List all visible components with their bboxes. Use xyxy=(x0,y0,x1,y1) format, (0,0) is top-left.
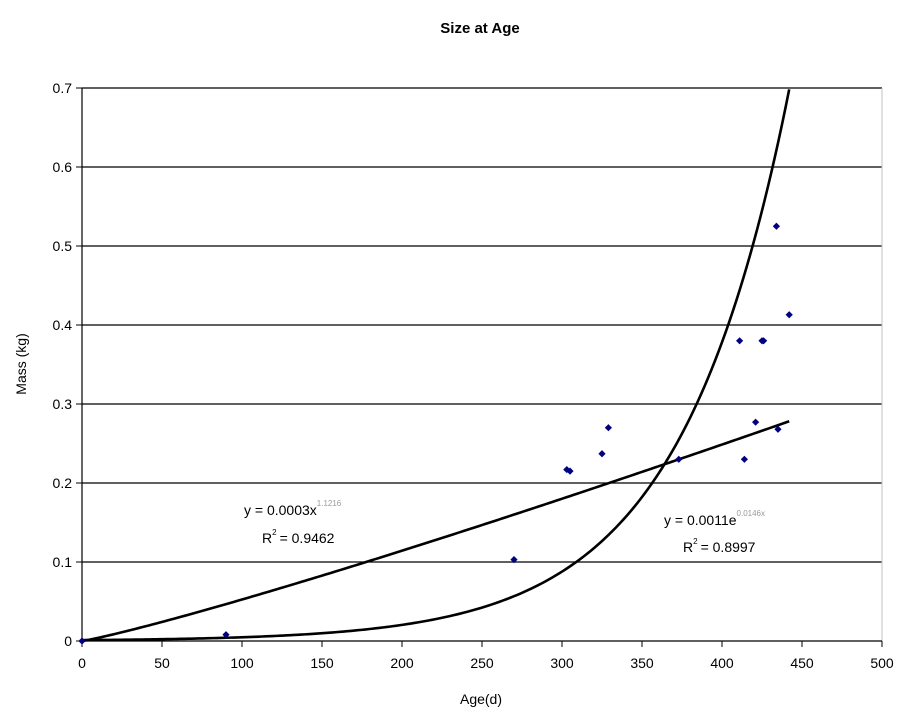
power-trendline-equation: y = 0.0003x1.1216 R2 = 0.9462 xyxy=(244,499,342,546)
y-tick-label-0.5: 0.5 xyxy=(53,238,73,254)
x-tick-label-500: 500 xyxy=(870,655,894,671)
y-tick-label-0.4: 0.4 xyxy=(53,317,73,333)
x-tick-label-50: 50 xyxy=(154,655,170,671)
x-tick-label-250: 250 xyxy=(470,655,494,671)
data-point-1 xyxy=(222,631,230,639)
power-equation-text: y = 0.0003x xyxy=(244,502,317,518)
data-point-3 xyxy=(563,465,571,474)
x-tick-label-0: 0 xyxy=(78,655,86,671)
exponential-r2-value: = 0.8997 xyxy=(701,539,756,555)
power-trendline xyxy=(81,420,790,643)
power-r2-value: = 0.9462 xyxy=(280,530,335,546)
svg-text:y = 0.0011e0.0146x: y = 0.0011e0.0146x xyxy=(664,509,765,528)
data-point-12 xyxy=(760,337,768,345)
x-tick-labels: 0 50 100 150 200 250 300 350 400 450 500 xyxy=(78,655,894,671)
y-tick-label-0: 0 xyxy=(64,633,72,649)
x-tick-label-100: 100 xyxy=(230,655,254,671)
trendlines xyxy=(81,89,791,643)
exponential-equation-text: y = 0.0011e xyxy=(664,512,737,528)
svg-text:y = 0.0003x1.1216: y = 0.0003x1.1216 xyxy=(244,499,342,518)
exponential-equation-exponent: 0.0146x xyxy=(737,509,765,518)
data-point-0 xyxy=(78,637,86,645)
x-tick-label-400: 400 xyxy=(710,655,734,671)
y-tick-labels: 0 0.1 0.2 0.3 0.4 0.5 0.6 0.7 xyxy=(53,80,73,649)
data-point-13 xyxy=(772,222,780,230)
data-point-2 xyxy=(510,556,518,564)
data-point-15 xyxy=(785,311,793,319)
data-point-6 xyxy=(604,424,612,432)
power-equation-exponent: 1.1216 xyxy=(317,499,342,508)
y-tick-label-0.1: 0.1 xyxy=(53,554,73,570)
y-tick-label-0.3: 0.3 xyxy=(53,396,73,412)
x-axis-label: Age(d) xyxy=(460,691,502,707)
y-tick-label-0.7: 0.7 xyxy=(53,80,73,96)
exponential-trendline xyxy=(81,89,791,642)
data-point-8 xyxy=(736,337,744,345)
exponential-trendline-equation: y = 0.0011e0.0146x R2 = 0.8997 xyxy=(664,509,765,555)
data-point-14 xyxy=(774,425,782,433)
data-point-10 xyxy=(752,418,760,426)
data-points xyxy=(78,222,793,645)
axes xyxy=(76,87,883,647)
x-tick-label-150: 150 xyxy=(310,655,334,671)
y-tick-label-0.2: 0.2 xyxy=(53,475,73,491)
gridlines xyxy=(82,87,882,563)
svg-text:R2= 0.9462: R2 = 0.9462 xyxy=(262,528,335,546)
data-point-9 xyxy=(740,455,748,463)
data-point-4 xyxy=(566,467,574,475)
data-point-7 xyxy=(675,455,683,463)
x-tick-label-450: 450 xyxy=(790,655,814,671)
x-tick-label-200: 200 xyxy=(390,655,414,671)
x-tick-label-300: 300 xyxy=(550,655,574,671)
chart-title: Size at Age xyxy=(440,20,519,37)
svg-text:R2= 0.8997: R2 = 0.8997 xyxy=(683,537,756,555)
x-tick-label-350: 350 xyxy=(630,655,654,671)
y-tick-label-0.6: 0.6 xyxy=(53,159,73,175)
y-axis-label: Mass (kg) xyxy=(13,333,29,394)
data-point-5 xyxy=(598,450,606,458)
